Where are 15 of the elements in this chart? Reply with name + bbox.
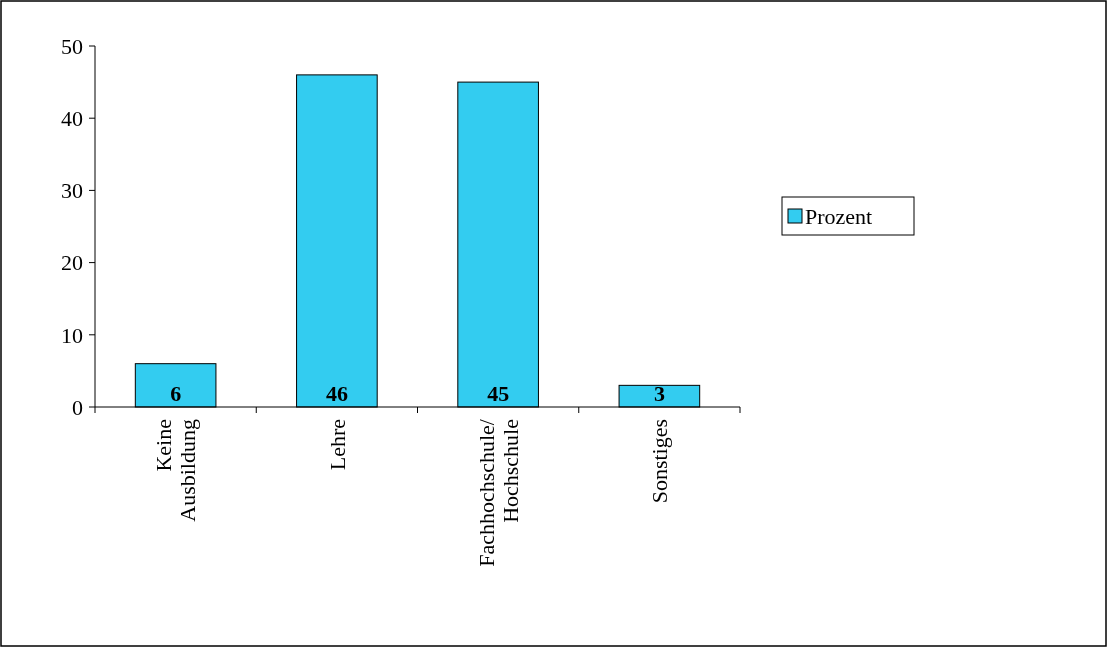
legend-label: Prozent [805, 203, 873, 229]
y-tick-label: 50 [61, 33, 83, 59]
data-label: 3 [653, 381, 665, 406]
y-tick-label: 0 [72, 394, 83, 420]
data-label: 45 [487, 381, 510, 406]
x-tick-label: Sonstiges [647, 419, 673, 504]
y-tick-label: 40 [61, 105, 83, 131]
data-label: 46 [325, 381, 348, 406]
y-tick-label: 10 [61, 322, 83, 348]
x-tick-label: Fachhochschule/ Hochschule [473, 418, 523, 567]
x-tick-label: Lehre [324, 419, 350, 471]
y-tick-label: 20 [61, 250, 83, 276]
y-tick-label: 30 [61, 178, 83, 204]
x-tick-label: Keine Ausbildung [151, 419, 201, 522]
data-label: 6 [170, 381, 182, 406]
